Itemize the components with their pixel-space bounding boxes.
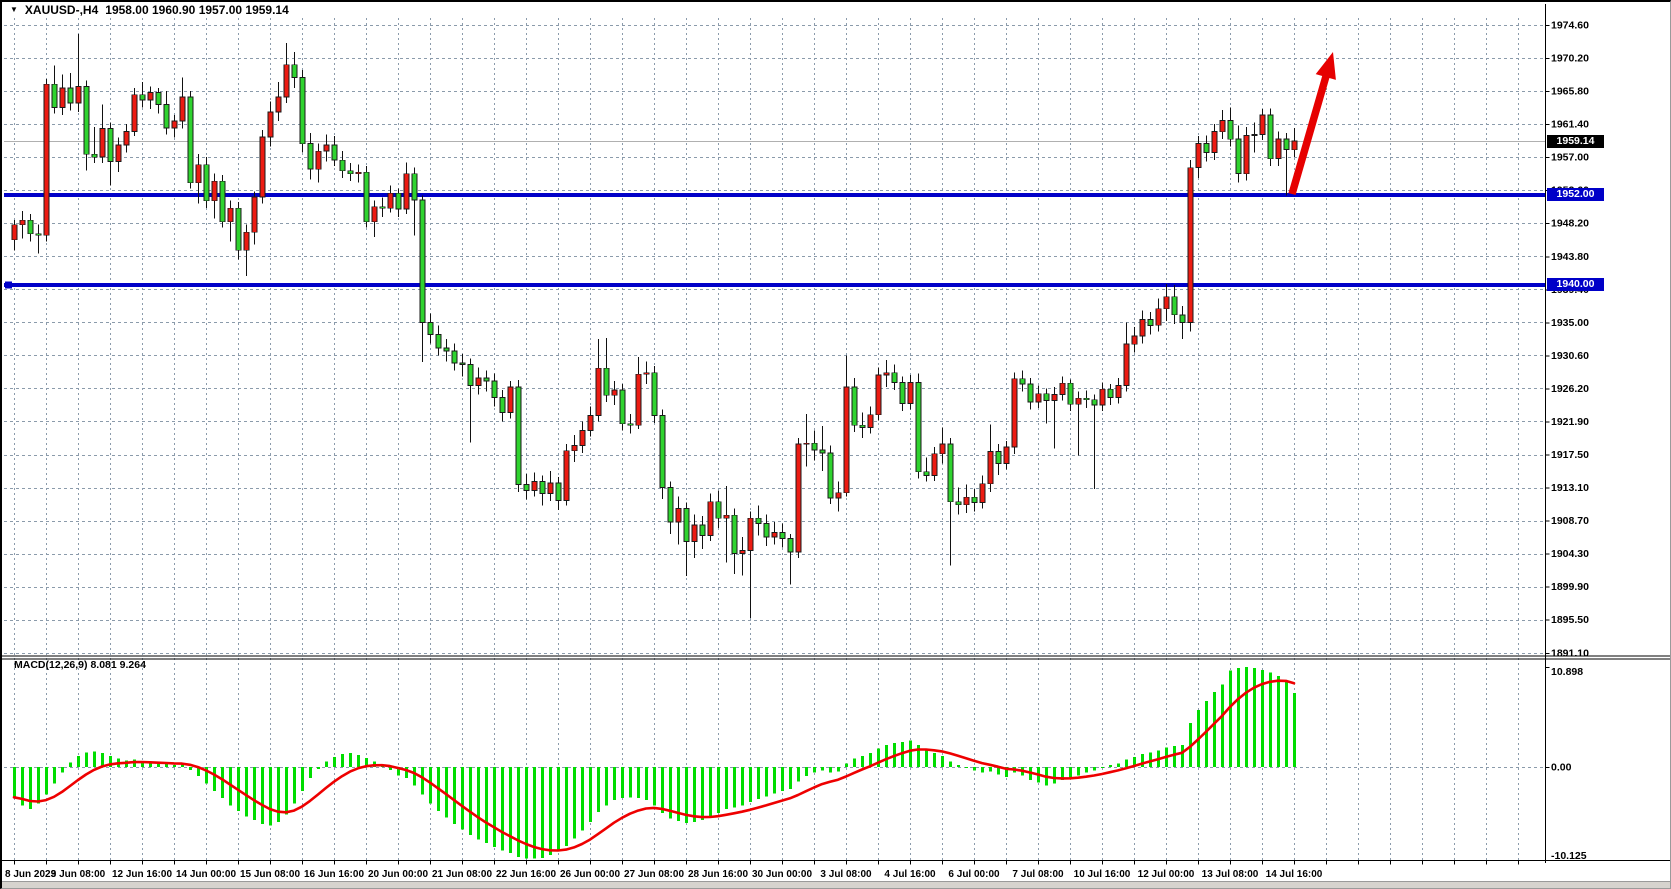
time-axis-label: 3 Jul 08:00 [820,869,872,880]
time-axis-label: 15 Jun 08:00 [240,869,300,880]
macd-pane [12,667,1296,859]
time-axis-label: 20 Jun 00:00 [368,869,428,880]
macd-axis-label: 0.00 [1551,762,1572,774]
time-axis-label: 12 Jul 00:00 [1138,869,1195,880]
time-axis-label: 4 Jul 16:00 [884,869,936,880]
grid-lines [4,18,1546,860]
macd-indicator-label: MACD(12,26,9) 8.081 9.264 [14,659,146,671]
macd-axis-label: -10.125 [1551,850,1587,862]
symbol-dropdown-icon[interactable]: ▼ [10,4,18,14]
time-axis-label: 12 Jun 16:00 [112,869,172,880]
resistance-line-badge: 1952.00 [1547,188,1604,202]
support-line-badge: 1940.00 [1547,278,1604,292]
time-axis-label: 14 Jul 16:00 [1266,869,1323,880]
candles [11,34,1298,619]
time-axis-label: 27 Jun 08:00 [624,869,684,880]
price-axis-label: 1961.40 [1551,119,1589,131]
time-axis-label: 21 Jun 08:00 [432,869,492,880]
price-axis-label: 1970.20 [1551,53,1589,65]
time-axis-label: 6 Jul 00:00 [948,869,1000,880]
time-axis-label: 16 Jun 16:00 [304,869,364,880]
price-axis-label: 1948.20 [1551,218,1589,230]
time-axis-label: 26 Jun 00:00 [560,869,620,880]
time-axis-label: 10 Jul 16:00 [1074,869,1131,880]
chart-title-bar: ▼ XAUUSD-,H4 1958.00 1960.90 1957.00 195… [10,3,289,17]
price-axis-label: 1926.20 [1551,383,1589,395]
price-axis-label: 1965.80 [1551,86,1589,98]
price-axis-label: 1899.90 [1551,581,1589,593]
symbol-period-label: XAUUSD-,H4 [24,3,99,17]
price-axis-label: 1908.70 [1551,515,1589,527]
price-axis-label: 1943.80 [1551,251,1589,263]
price-axis-label: 1957.00 [1551,152,1589,164]
price-axis-label: 1974.60 [1551,20,1589,32]
time-axis-label: 14 Jun 00:00 [176,869,236,880]
price-axis-label: 1904.30 [1551,548,1589,560]
price-axis-label: 1935.00 [1551,317,1589,329]
time-axis-label: 13 Jul 08:00 [1202,869,1259,880]
horizontal-object-lines[interactable] [4,193,1546,289]
bottom-scroll-strip[interactable] [2,881,1670,888]
price-axis-label: 1930.60 [1551,350,1589,362]
pane-borders [2,4,1670,863]
price-axis-label: 1891.10 [1551,647,1589,659]
ohlc-values: 1958.00 1960.90 1957.00 1959.14 [105,3,289,17]
price-axis-label: 1917.50 [1551,449,1589,461]
price-axis-label: 1921.90 [1551,416,1589,428]
time-axis-label: 9 Jun 08:00 [51,869,106,880]
price-axis-label: 1913.10 [1551,482,1589,494]
time-axis-label: 7 Jul 08:00 [1012,869,1064,880]
macd-axis-label: 10.898 [1551,666,1583,678]
time-axis-label: 8 Jun 2023 [5,869,57,880]
current-price-badge: 1959.14 [1547,134,1604,148]
time-axis-label: 28 Jun 16:00 [688,869,748,880]
time-axis-label: 22 Jun 16:00 [496,869,556,880]
time-axis-label: 30 Jun 00:00 [752,869,812,880]
trend-arrow-annotation[interactable] [1288,52,1336,196]
price-axis-label: 1895.50 [1551,614,1589,626]
